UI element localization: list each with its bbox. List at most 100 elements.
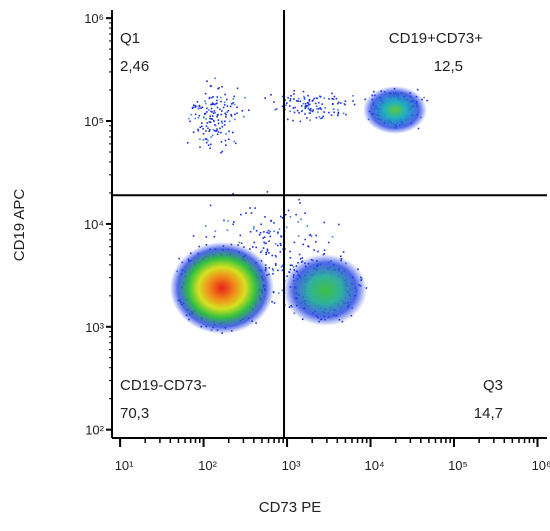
y-tick-label: 10⁶ — [84, 11, 104, 26]
event-dot — [318, 116, 321, 118]
event-dot — [202, 116, 205, 119]
event-dot — [335, 97, 338, 100]
event-dot — [228, 130, 230, 133]
event-dot — [233, 103, 236, 106]
event-dot — [261, 250, 263, 252]
event-dot — [253, 241, 255, 244]
event-dot — [211, 115, 214, 117]
event-dot — [364, 98, 366, 101]
quadrant-percent: 70,3 — [120, 405, 149, 422]
event-dot — [220, 141, 223, 143]
event-dot — [309, 233, 312, 236]
event-dot — [190, 113, 193, 116]
event-dot — [304, 113, 306, 115]
event-dot — [313, 249, 315, 251]
event-dot — [238, 241, 241, 244]
event-dot — [252, 246, 254, 248]
event-dot — [221, 125, 224, 128]
event-dot — [205, 236, 208, 238]
event-dot — [280, 244, 282, 247]
event-dot — [254, 207, 256, 209]
event-dot — [209, 115, 212, 117]
event-dot — [281, 95, 284, 98]
event-dot — [278, 228, 281, 230]
event-dot — [221, 122, 224, 124]
event-dot — [315, 234, 317, 237]
event-dot — [308, 103, 310, 106]
event-dot — [198, 245, 201, 248]
event-dot — [289, 110, 291, 113]
event-dot — [297, 97, 300, 100]
event-dot — [199, 126, 202, 129]
event-dot — [199, 138, 201, 140]
event-dot — [281, 217, 284, 219]
event-dot — [333, 111, 335, 114]
event-dot — [307, 108, 310, 110]
event-dot — [423, 96, 425, 99]
event-dot — [202, 133, 205, 135]
event-dot — [259, 232, 262, 234]
event-dot — [231, 103, 233, 105]
event-dot — [265, 242, 267, 245]
event-dot — [212, 134, 214, 137]
event-dot — [213, 235, 216, 238]
event-dot — [310, 109, 312, 112]
event-dot — [210, 110, 212, 113]
event-dot — [221, 110, 223, 112]
event-dot — [225, 133, 227, 135]
event-dot — [317, 101, 320, 104]
event-dot — [201, 125, 203, 128]
x-tick-label: 10² — [198, 458, 217, 473]
event-dot — [289, 257, 292, 259]
event-dot — [330, 114, 333, 116]
event-dot — [266, 191, 269, 193]
event-dot — [292, 107, 295, 109]
x-axis-label: CD73 PE — [259, 499, 322, 516]
event-dot — [332, 98, 335, 100]
event-dot — [250, 212, 253, 214]
event-dot — [266, 248, 269, 251]
event-dot — [218, 87, 220, 89]
event-dot — [263, 231, 265, 233]
event-dot — [306, 117, 308, 119]
event-dot — [315, 97, 318, 99]
event-dot — [298, 112, 300, 114]
event-dot — [215, 130, 217, 132]
event-dot — [264, 97, 266, 99]
event-dot — [210, 136, 212, 138]
event-dot — [337, 109, 339, 111]
event-dot — [309, 109, 311, 111]
event-dot — [345, 113, 347, 116]
event-dot — [206, 107, 208, 110]
event-dot — [300, 105, 303, 107]
event-dot — [306, 104, 308, 107]
event-dot — [274, 108, 277, 111]
event-dot — [194, 117, 197, 120]
event-dot — [224, 93, 226, 96]
event-dot — [200, 107, 202, 109]
event-dot — [264, 242, 266, 245]
event-dot — [317, 111, 319, 113]
event-dot — [214, 77, 216, 80]
event-dot — [223, 101, 226, 104]
event-dot — [214, 130, 216, 132]
event-dot — [191, 107, 194, 109]
event-dot — [296, 109, 299, 112]
event-dot — [295, 213, 297, 216]
event-dot — [331, 98, 333, 100]
event-dot — [244, 96, 246, 99]
x-tick-label: 10⁵ — [448, 458, 468, 473]
event-dot — [216, 99, 218, 102]
event-dot — [342, 112, 345, 115]
event-dot — [241, 110, 244, 112]
event-dot — [268, 240, 270, 242]
event-dot — [271, 268, 274, 270]
cluster — [283, 254, 367, 326]
event-dot — [226, 105, 229, 107]
event-dot — [263, 236, 266, 238]
event-dot — [255, 230, 258, 232]
event-dot — [285, 226, 288, 229]
quadrant-name: CD19+CD73+ — [389, 30, 483, 47]
event-dot — [286, 102, 288, 104]
event-dot — [312, 109, 314, 111]
